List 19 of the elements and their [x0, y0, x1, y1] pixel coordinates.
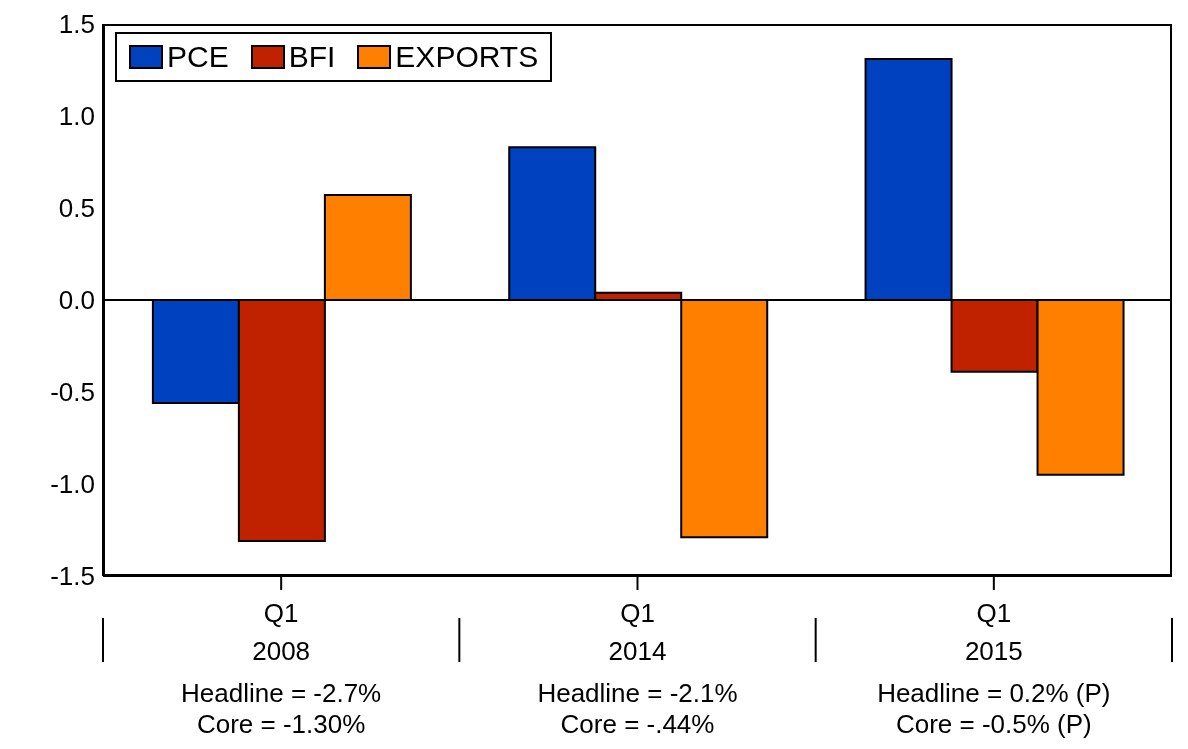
text: Headline = -2.1% — [537, 678, 738, 708]
y-tick-label: 0.0 — [58, 285, 95, 316]
y-tick-label: -0.5 — [50, 377, 95, 408]
y-tick-label: 1.0 — [58, 101, 95, 132]
text: Core = -0.5% (P) — [895, 709, 1092, 739]
text: Headline = 0.2% (P) — [877, 678, 1111, 708]
text: Headline = -2.7% — [181, 678, 382, 708]
text: Core = -.44% — [560, 709, 715, 739]
text: Core = -1.30% — [196, 709, 366, 739]
legend-label: BFI — [288, 39, 336, 75]
y-tick-label: -1.0 — [50, 469, 95, 500]
legend-label: EXPORTS — [395, 39, 539, 75]
x-tick-label: Q1 2008 — [252, 598, 311, 666]
y-tick-label: -1.5 — [50, 561, 95, 592]
y-tick-label: 0.5 — [58, 193, 95, 224]
x-tick-label: Q1 2014 — [608, 598, 667, 666]
y-tick-label: 1.5 — [58, 9, 95, 40]
legend-label: PCE — [167, 39, 229, 75]
x-tick-label: Q1 2015 — [964, 598, 1023, 666]
